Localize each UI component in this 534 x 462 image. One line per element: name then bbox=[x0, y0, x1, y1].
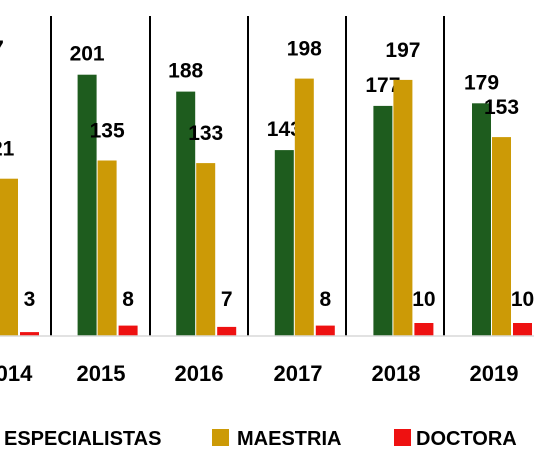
x-tick-label: 014 bbox=[0, 361, 33, 386]
x-tick-label: 2017 bbox=[274, 361, 323, 386]
legend: ESPECIALISTAS MAESTRIA DOCTORA bbox=[4, 428, 517, 450]
legend-label-maestria: MAESTRIA bbox=[237, 428, 341, 450]
data-label-especialistas-2018: 177 bbox=[365, 74, 400, 97]
data-label-maestria-2016: 133 bbox=[188, 122, 223, 145]
data-label-especialistas-2014: 7 bbox=[0, 37, 4, 60]
bar-especialistas-2019 bbox=[472, 103, 491, 336]
x-tick-label: 2015 bbox=[77, 361, 126, 386]
legend-label-doctora: DOCTORA bbox=[416, 428, 517, 450]
bar-doctora-2014 bbox=[20, 332, 39, 336]
bar-doctora-2015 bbox=[118, 325, 138, 336]
bar-especialistas-2018 bbox=[373, 105, 393, 337]
data-label-especialistas-2016: 188 bbox=[168, 60, 203, 83]
data-label-maestria-2014: 21 bbox=[0, 138, 15, 161]
data-label-maestria-2019: 153 bbox=[484, 96, 519, 119]
data-label-doctora-2014: 3 bbox=[24, 288, 36, 311]
data-label-doctora-2017: 8 bbox=[319, 288, 331, 311]
bar-maestria-2014 bbox=[0, 178, 18, 336]
data-label-doctora-2019: 10 bbox=[511, 288, 534, 311]
bar-doctora-2019 bbox=[513, 323, 532, 336]
data-label-doctora-2015: 8 bbox=[122, 288, 134, 311]
bar-maestria-2015 bbox=[97, 160, 117, 336]
data-label-especialistas-2017: 143 bbox=[267, 118, 302, 141]
data-label-especialistas-2019: 179 bbox=[464, 71, 499, 94]
bar-especialistas-2015 bbox=[77, 74, 97, 336]
bar-doctora-2017 bbox=[315, 325, 335, 336]
data-label-maestria-2017: 198 bbox=[287, 38, 322, 61]
x-tick-label: 2018 bbox=[372, 361, 421, 386]
data-label-doctora-2018: 10 bbox=[412, 288, 435, 311]
x-tick-label: 2016 bbox=[175, 361, 224, 386]
bar-maestria-2016 bbox=[196, 163, 216, 336]
legend-label-especialistas: ESPECIALISTAS bbox=[4, 428, 161, 450]
legend-swatch-maestria bbox=[212, 429, 229, 446]
x-tick-label: 2019 bbox=[470, 361, 519, 386]
bar-doctora-2016 bbox=[217, 326, 237, 336]
bar-especialistas-2016 bbox=[176, 91, 196, 336]
bar-maestria-2017 bbox=[294, 78, 314, 336]
bar-especialistas-2017 bbox=[274, 150, 294, 336]
data-label-doctora-2016: 7 bbox=[221, 288, 233, 311]
data-label-maestria-2015: 135 bbox=[90, 120, 125, 143]
bar-maestria-2018 bbox=[393, 79, 413, 337]
data-label-especialistas-2015: 201 bbox=[70, 43, 105, 66]
bar-doctora-2018 bbox=[414, 323, 434, 336]
legend-swatch-doctora bbox=[394, 429, 411, 446]
bar-maestria-2019 bbox=[492, 137, 511, 336]
data-label-maestria-2018: 197 bbox=[385, 39, 420, 62]
